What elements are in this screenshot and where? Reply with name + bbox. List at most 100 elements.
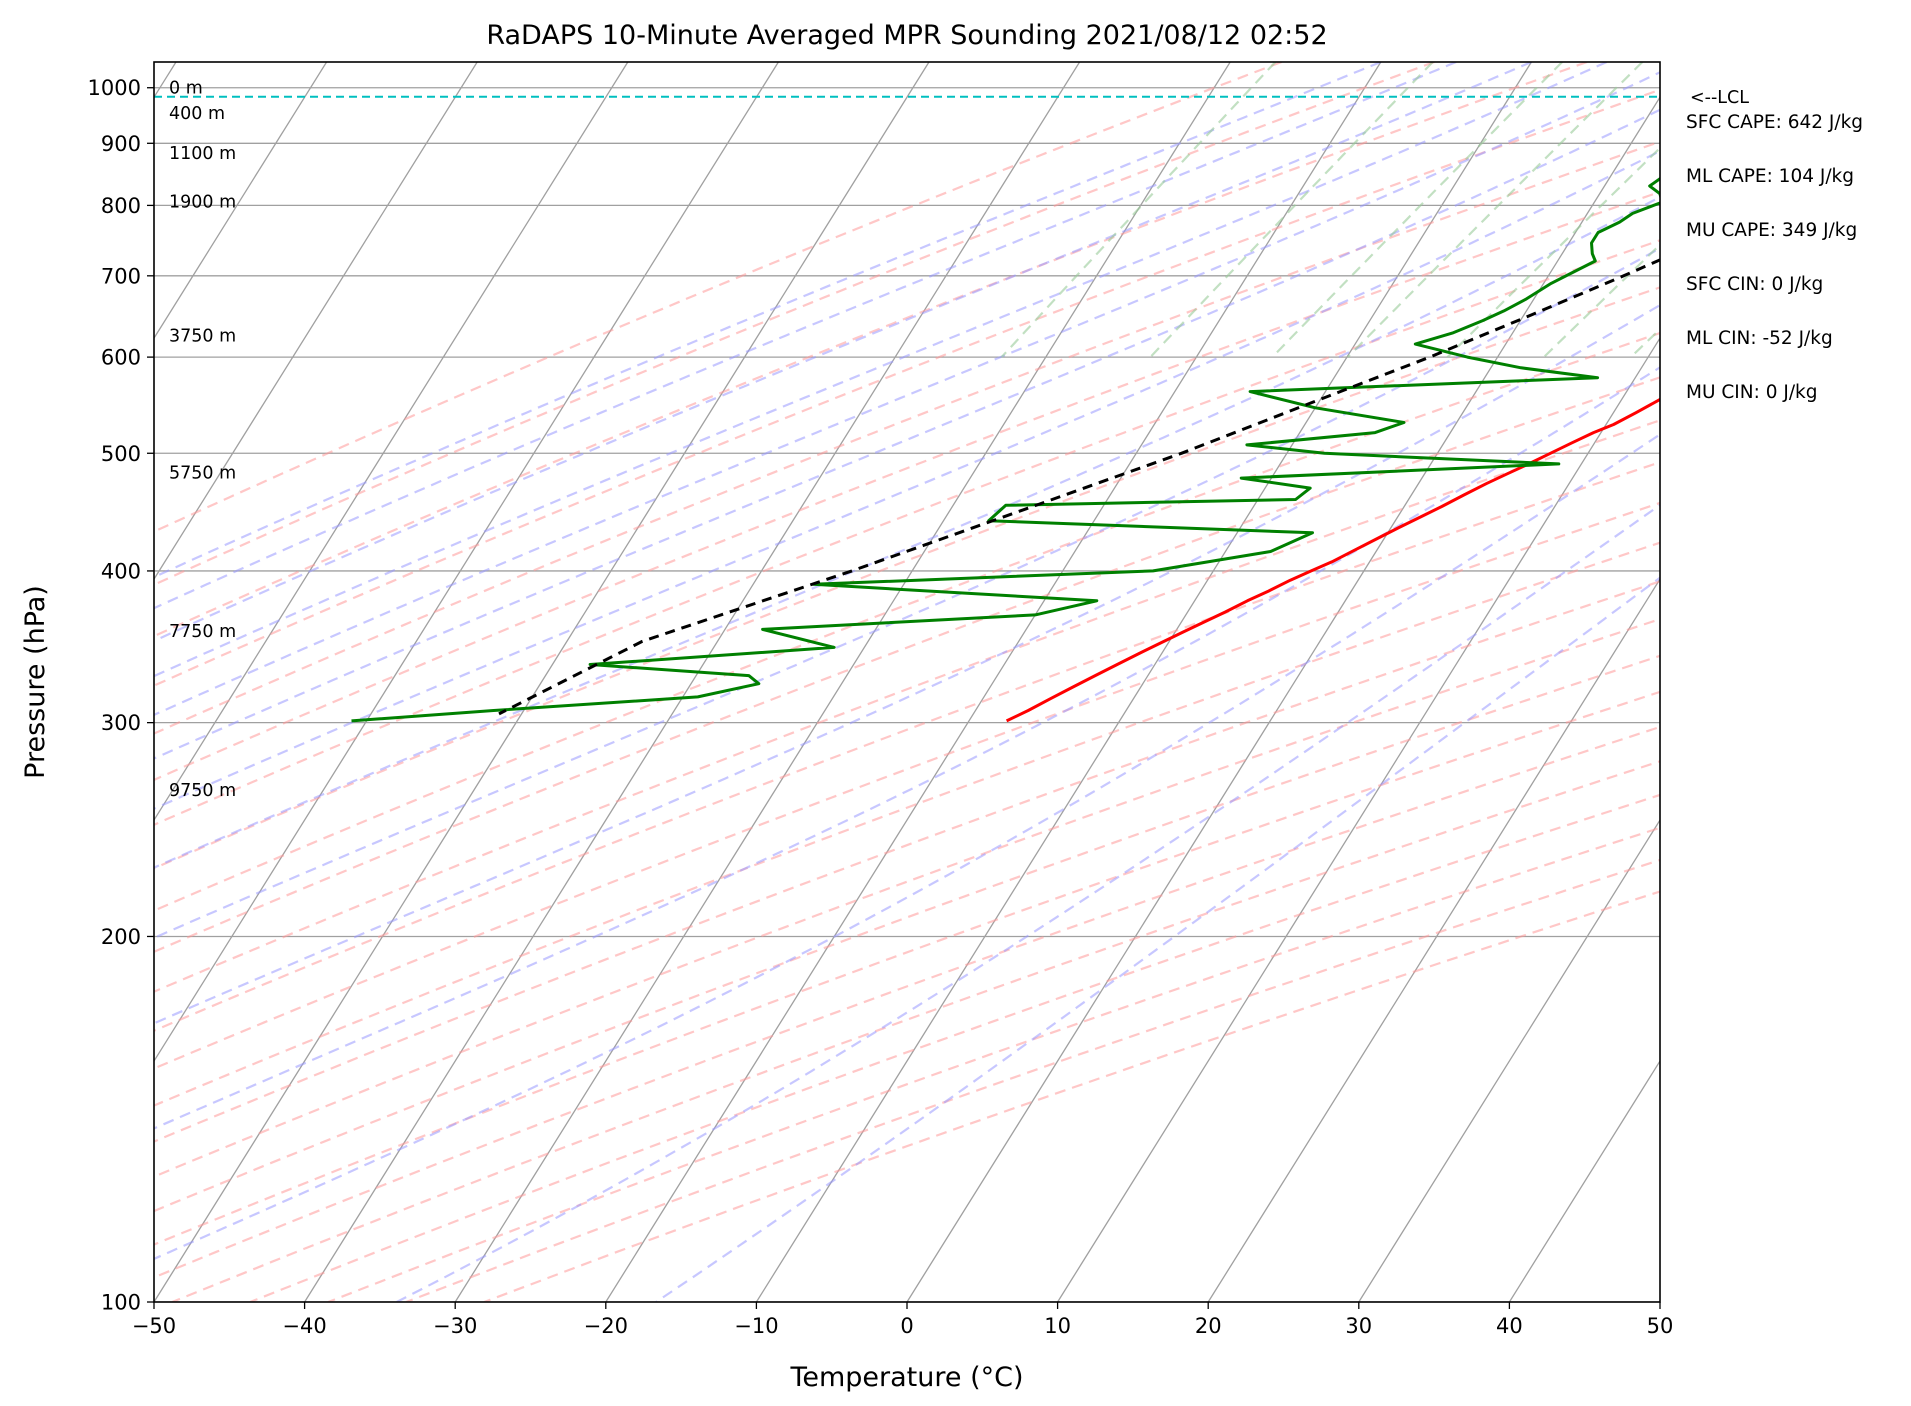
- isotherm: [154, 62, 328, 340]
- moist-adiabat: [154, 108, 1660, 760]
- profile-lines: [154, 95, 1660, 723]
- height-label: 7750 m: [169, 622, 236, 642]
- isotherm: [1207, 577, 1660, 1302]
- height-label: 400 m: [169, 104, 225, 124]
- y-tick-label: 100: [101, 1291, 141, 1315]
- x-tick-label: 50: [1647, 1314, 1674, 1338]
- isotherm: [755, 62, 1532, 1302]
- isotherm: [304, 62, 1081, 1302]
- x-tick-label: −20: [584, 1314, 628, 1338]
- x-axis-label: Temperature (°C): [789, 1362, 1023, 1393]
- mixing-ratio-line: [1630, 327, 1660, 358]
- x-tick-label: 40: [1496, 1314, 1523, 1338]
- height-label: 0 m: [169, 79, 203, 99]
- x-tick-label: −50: [132, 1314, 176, 1338]
- plot-frame: [153, 61, 1661, 1303]
- temperature-line: [1005, 397, 1660, 723]
- mixing-ratio-line: [1883, 62, 1911, 357]
- isotherm: [1057, 336, 1660, 1302]
- y-tick-label: 300: [101, 711, 141, 735]
- moist-adiabat: [154, 71, 1660, 717]
- isotherm: [1358, 818, 1660, 1302]
- dry-adiabat: [405, 858, 1660, 1302]
- y-axis-label: Pressure (hPa): [20, 585, 51, 779]
- height-label: 1100 m: [169, 144, 236, 164]
- x-tick-label: −40: [282, 1314, 326, 1338]
- isotherm: [605, 62, 1382, 1302]
- moist-adiabat: [154, 246, 1660, 940]
- moist-adiabat: [396, 503, 1660, 1302]
- dry-adiabat: [154, 501, 1660, 1070]
- dry-adiabat: [154, 286, 1660, 870]
- moist-adiabat: [655, 576, 1660, 1302]
- chart-title: RaDAPS 10-Minute Averaged MPR Sounding 2…: [486, 20, 1327, 51]
- dry-adiabat: [154, 376, 1660, 953]
- isotherm: [906, 95, 1660, 1302]
- dry-adiabat: [154, 62, 1435, 587]
- dry-adiabat: [154, 419, 1660, 993]
- isotherm: [154, 62, 629, 822]
- y-tick-label: 900: [101, 132, 141, 156]
- stat-text: ML CAPE: 104 J/kg: [1686, 166, 1854, 187]
- background-lines: [154, 62, 1911, 1302]
- x-tick-label: 0: [900, 1314, 913, 1338]
- moist-adiabat: [154, 303, 1660, 1025]
- x-tick-label: 20: [1195, 1314, 1222, 1338]
- mixing-ratio-line: [1149, 62, 1434, 358]
- moist-adiabat: [154, 433, 1660, 1261]
- moist-adiabat: [154, 195, 1660, 869]
- isotherm: [1659, 1300, 1660, 1302]
- stat-text: MU CIN: 0 J/kg: [1686, 382, 1818, 403]
- isotherm: [1508, 1059, 1660, 1302]
- dry-adiabat: [154, 617, 1660, 1178]
- mixing-ratio-line: [1745, 62, 1911, 357]
- height-label: 3750 m: [169, 327, 236, 347]
- dry-adiabat: [154, 654, 1660, 1213]
- dry-adiabat: [249, 793, 1660, 1302]
- isotherm: [454, 62, 1231, 1302]
- dry-adiabat: [154, 88, 1660, 687]
- isotherm: [154, 62, 930, 1302]
- stat-text: SFC CIN: 0 J/kg: [1686, 274, 1823, 295]
- height-label: 1900 m: [169, 192, 236, 212]
- dry-adiabat: [154, 331, 1660, 912]
- height-label: 5750 m: [169, 464, 236, 484]
- dry-adiabat: [154, 239, 1660, 827]
- y-tick-label: 400: [101, 559, 141, 583]
- mixing-ratio-line: [1271, 62, 1563, 358]
- mixing-ratio-line: [1823, 62, 1911, 357]
- moist-adiabat: [154, 366, 1660, 1130]
- height-label: 9750 m: [169, 781, 236, 801]
- annotations: 0 m 400 m 1100 m 1900 m 3750 m 5750 m 7750 m 97…: [169, 79, 1863, 801]
- x-tick-label: 10: [1044, 1314, 1071, 1338]
- y-tick-label: 200: [101, 925, 141, 949]
- dry-adiabat: [154, 580, 1660, 1143]
- dry-adiabat: [154, 140, 1660, 735]
- dry-adiabat: [483, 890, 1660, 1302]
- moist-adiabat: [154, 149, 1660, 810]
- lcl-label: <--LCL: [1690, 88, 1749, 108]
- dry-adiabat: [154, 62, 1588, 638]
- y-tick-label: 600: [101, 346, 141, 370]
- dry-adiabat: [154, 541, 1660, 1107]
- isotherm: [154, 62, 779, 1063]
- mixing-ratio-line: [1347, 62, 1644, 358]
- dry-adiabat: [154, 190, 1660, 782]
- dry-adiabat: [154, 62, 1282, 533]
- moist-adiabat: [154, 62, 1457, 610]
- y-tick-label: 1000: [88, 76, 141, 100]
- y-tick-label: 800: [101, 194, 141, 218]
- dewpoint-line: [351, 176, 1660, 723]
- stat-text: ML CIN: -52 J/kg: [1686, 328, 1833, 349]
- dry-adiabat: [171, 760, 1660, 1302]
- y-tick-label: 700: [101, 264, 141, 288]
- moist-adiabat: [154, 62, 1532, 643]
- x-tick-label: −10: [734, 1314, 778, 1338]
- stat-text: SFC CAPE: 642 J/kg: [1686, 112, 1863, 133]
- x-tick-label: 30: [1345, 1314, 1372, 1338]
- mixing-ratio-line: [1446, 146, 1660, 358]
- dry-adiabat: [154, 690, 1660, 1246]
- stat-text: MU CAPE: 349 J/kg: [1686, 220, 1857, 241]
- axes: −50 −40 −30 −20 −10 0 10 20 30 40 50 100 200 300 400 50…: [88, 76, 1674, 1338]
